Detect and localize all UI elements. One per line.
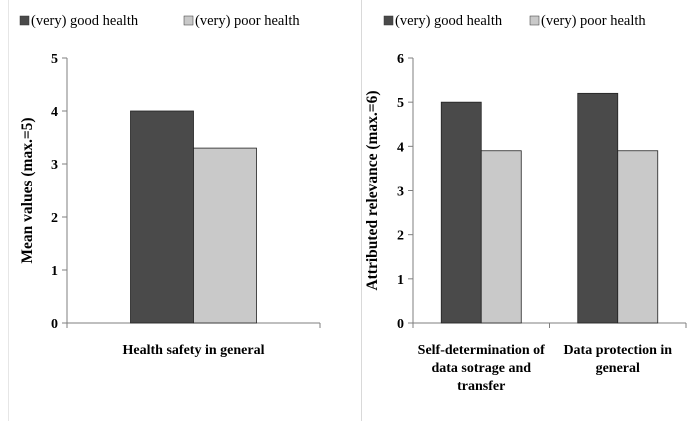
bar-good-health	[131, 111, 194, 323]
legend-swatch-good-health	[20, 16, 29, 25]
legend-label-poor-health: (very) poor health	[195, 13, 300, 29]
chart-panel-relevance: (very) good health (very) poor health Attr…	[362, 0, 688, 421]
y-tick-label: 5	[397, 96, 404, 111]
x-category-label: Data protection in general	[563, 343, 672, 376]
y-tick-label: 1	[51, 264, 58, 279]
legend-label-poor-health: (very) poor health	[541, 13, 646, 29]
bar-good-health	[578, 93, 618, 323]
x-category-label: Health safety in general	[123, 343, 265, 358]
y-tick-label: 4	[51, 105, 58, 120]
bar-good-health	[441, 102, 481, 323]
y-tick-label: 0	[397, 317, 404, 332]
y-tick-label: 4	[397, 140, 404, 155]
legend-swatch-poor-health	[184, 16, 193, 25]
x-category-label-line: Self-determination of	[418, 343, 545, 358]
chart-panel-health-safety: (very) good health (very) poor health Mean…	[0, 0, 340, 421]
y-tick-label: 6	[397, 52, 404, 67]
x-category-label-line: transfer	[457, 379, 505, 394]
legend-swatch-good-health	[384, 16, 393, 25]
bar-poor-health	[194, 148, 257, 323]
x-category-label-line: data sotrage and	[431, 361, 531, 376]
y-tick-label: 3	[51, 158, 58, 173]
bar-poor-health	[481, 151, 521, 323]
y-tick-label: 2	[51, 211, 58, 226]
bar-chart-health-safety: (very) good health (very) poor health Mean…	[0, 0, 340, 421]
x-category-label-line: Data protection in	[563, 343, 672, 358]
x-category-label-line: Health safety in general	[123, 343, 265, 358]
y-axis-label: Mean values (max.=5)	[19, 117, 36, 263]
bar-chart-relevance: (very) good health (very) poor health Attr…	[362, 0, 688, 421]
y-tick-label: 5	[51, 52, 58, 67]
bar-poor-health	[618, 151, 658, 323]
y-tick-label: 2	[397, 229, 404, 244]
y-tick-label: 1	[397, 273, 404, 288]
x-category-label-line: general	[596, 361, 640, 376]
legend-swatch-poor-health	[530, 16, 539, 25]
y-axis-label: Attributed relevance (max.=6)	[364, 90, 381, 290]
x-category-label: Self-determination of data sotrage and tra…	[418, 343, 545, 394]
legend-label-good-health: (very) good health	[395, 13, 503, 29]
legend-label-good-health: (very) good health	[31, 13, 139, 29]
y-tick-label: 3	[397, 185, 404, 200]
y-tick-label: 0	[51, 317, 58, 332]
